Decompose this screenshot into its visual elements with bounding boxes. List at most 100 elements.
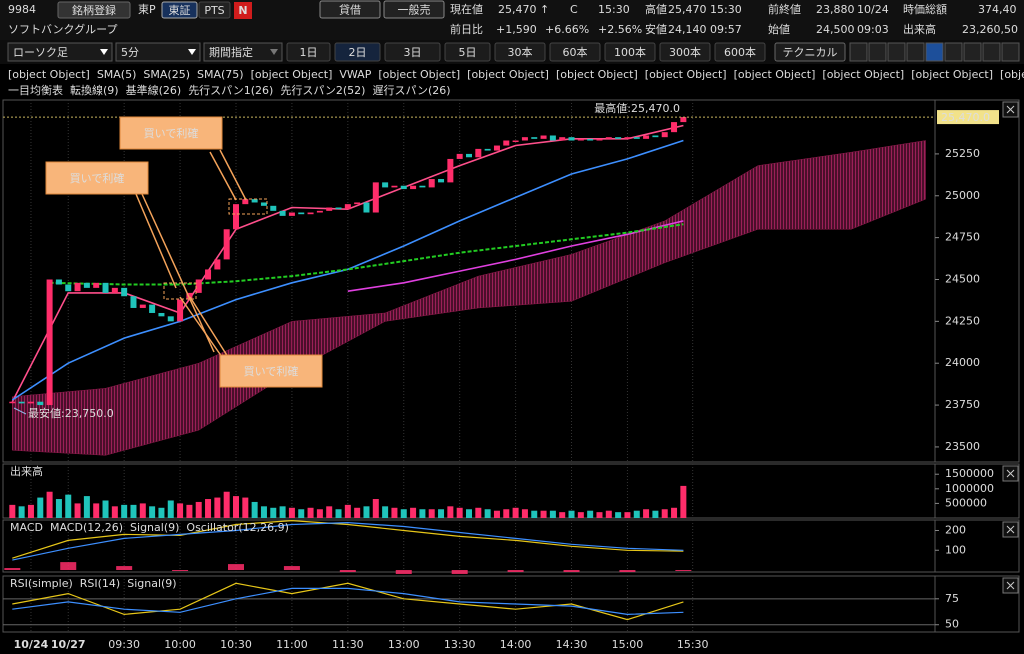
annotation-arrow (219, 149, 247, 201)
exchange-box[interactable] (161, 1, 198, 19)
x-tick-label: 10/27 (51, 638, 86, 651)
candle-body (65, 284, 72, 292)
tool-icon[interactable] (868, 42, 887, 62)
candle-body (484, 148, 491, 151)
pane-close-x[interactable] (1006, 469, 1015, 478)
volume-bar (111, 506, 118, 518)
legend-entry: [object Object] (734, 68, 816, 81)
pane-title: 出来高 (10, 464, 43, 478)
series-line (11, 139, 684, 401)
volume-bar (456, 507, 463, 518)
candle-body (633, 137, 640, 139)
tool-icon[interactable] (982, 42, 1001, 62)
candle-body (223, 229, 230, 260)
pane-close-x[interactable] (1006, 525, 1015, 534)
legend-entry: SMA(75) (197, 68, 244, 81)
volume-bar (260, 506, 267, 518)
quote-market-cap: 374,40 (978, 3, 1017, 16)
annotation-box (119, 116, 223, 150)
x-tick-label: 13:00 (388, 638, 420, 651)
volume-bar (549, 510, 556, 518)
range-button: 600本 (724, 45, 756, 59)
x-tick-label: 11:00 (276, 638, 308, 651)
legend-entry: Signal(9) (127, 577, 176, 590)
candle-body (326, 207, 333, 211)
market: 東P (138, 3, 156, 16)
candle-body (130, 296, 137, 308)
tool-icon[interactable] (906, 42, 925, 62)
candle-body (111, 287, 118, 293)
tool-icon[interactable] (944, 42, 963, 62)
range-button: 1日 (300, 46, 318, 59)
tool-icon[interactable] (925, 42, 944, 62)
interval-box[interactable] (115, 42, 201, 62)
range-button-box[interactable] (444, 42, 491, 62)
y-tick-label: 23500 (945, 440, 980, 453)
series-line (12, 587, 684, 616)
range-button-box[interactable] (494, 42, 546, 62)
tool-icon[interactable] (1001, 42, 1020, 62)
candle-body (167, 316, 174, 322)
volume-bar (242, 497, 249, 518)
range-button-box[interactable] (604, 42, 656, 62)
period-box[interactable] (203, 42, 283, 62)
general-sell-box[interactable] (383, 0, 445, 19)
pts: PTS (204, 4, 224, 17)
range-button-box[interactable] (334, 42, 381, 62)
pane-frame (2, 99, 1020, 463)
pane-close-x[interactable] (1006, 581, 1015, 590)
quote-prev-close: 23,880 (816, 3, 855, 16)
volume-bar (195, 501, 202, 518)
candle-body (55, 279, 62, 285)
candle-body (372, 182, 379, 213)
volume-bar (307, 507, 314, 518)
candle-body (46, 279, 53, 406)
candle-body (288, 212, 295, 216)
interval: 5分 (121, 46, 139, 59)
candle-body (195, 279, 202, 293)
technical-box[interactable] (774, 42, 846, 62)
volume-bar (503, 509, 510, 518)
tool-icon[interactable] (963, 42, 982, 62)
y-tick-label: 50 (945, 618, 959, 631)
period-arrow (270, 49, 278, 55)
range-button-box[interactable] (286, 42, 331, 62)
general-sell: 一般売 (398, 4, 431, 17)
quote-change-pct2: +2.56% (598, 23, 642, 36)
volume-bar (130, 504, 137, 518)
y-tick-label: 24000 (945, 356, 980, 369)
tool-icon[interactable] (887, 42, 906, 62)
volume-bar (37, 497, 44, 518)
range-button-box[interactable] (714, 42, 766, 62)
range-button-box[interactable] (549, 42, 601, 62)
oscillator-bar (675, 570, 692, 572)
news-icon[interactable] (234, 2, 252, 19)
volume-bar (167, 500, 174, 518)
candle-body (512, 140, 519, 143)
volume-bar (559, 512, 566, 518)
pane-close-x[interactable] (1006, 105, 1015, 114)
volume-bar (177, 503, 184, 518)
candle-body (587, 138, 594, 141)
legend-entry: [object Object] (1000, 68, 1024, 81)
register-box[interactable] (57, 1, 131, 19)
quote-volume: 23,260,50 (962, 23, 1018, 36)
code: 9984 (8, 3, 36, 16)
candle-body (671, 122, 678, 133)
chart-style-arrow (100, 49, 108, 55)
oscillator-bar (451, 570, 468, 574)
candle-body (214, 259, 221, 270)
pts-box[interactable] (198, 1, 231, 19)
volume-bar (577, 512, 584, 518)
range-button: 2日 (349, 46, 367, 59)
volume-bar (46, 491, 53, 518)
tool-icon[interactable] (849, 42, 868, 62)
range-button-box[interactable] (384, 42, 441, 62)
x-tick-label: 15:30 (677, 638, 709, 651)
x-tick-label: 11:30 (332, 638, 364, 651)
chart-style-box[interactable] (7, 42, 113, 62)
range-button-box[interactable] (659, 42, 711, 62)
loan-box[interactable] (319, 0, 381, 19)
volume-bar (484, 509, 491, 518)
